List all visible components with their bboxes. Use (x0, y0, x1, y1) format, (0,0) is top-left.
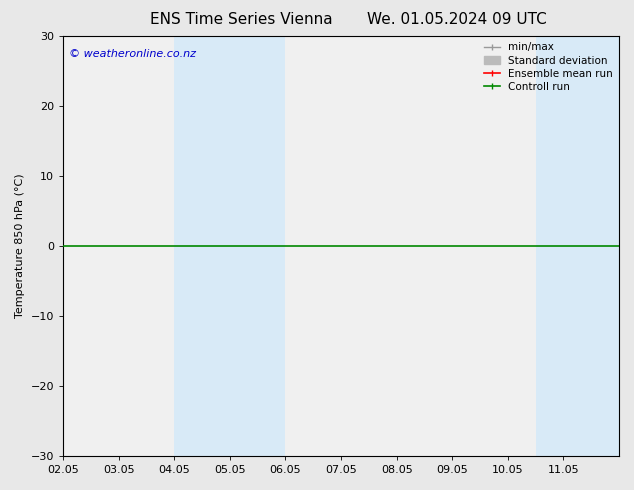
Text: We. 01.05.2024 09 UTC: We. 01.05.2024 09 UTC (366, 12, 547, 27)
Text: ENS Time Series Vienna: ENS Time Series Vienna (150, 12, 332, 27)
Text: © weatheronline.co.nz: © weatheronline.co.nz (68, 49, 196, 59)
Bar (591, 36, 634, 456)
Y-axis label: Temperature 850 hPa (°C): Temperature 850 hPa (°C) (15, 174, 25, 318)
Legend: min/max, Standard deviation, Ensemble mean run, Controll run: min/max, Standard deviation, Ensemble me… (480, 38, 617, 96)
Bar (174, 36, 230, 456)
Bar (230, 36, 285, 456)
Bar (536, 36, 591, 456)
